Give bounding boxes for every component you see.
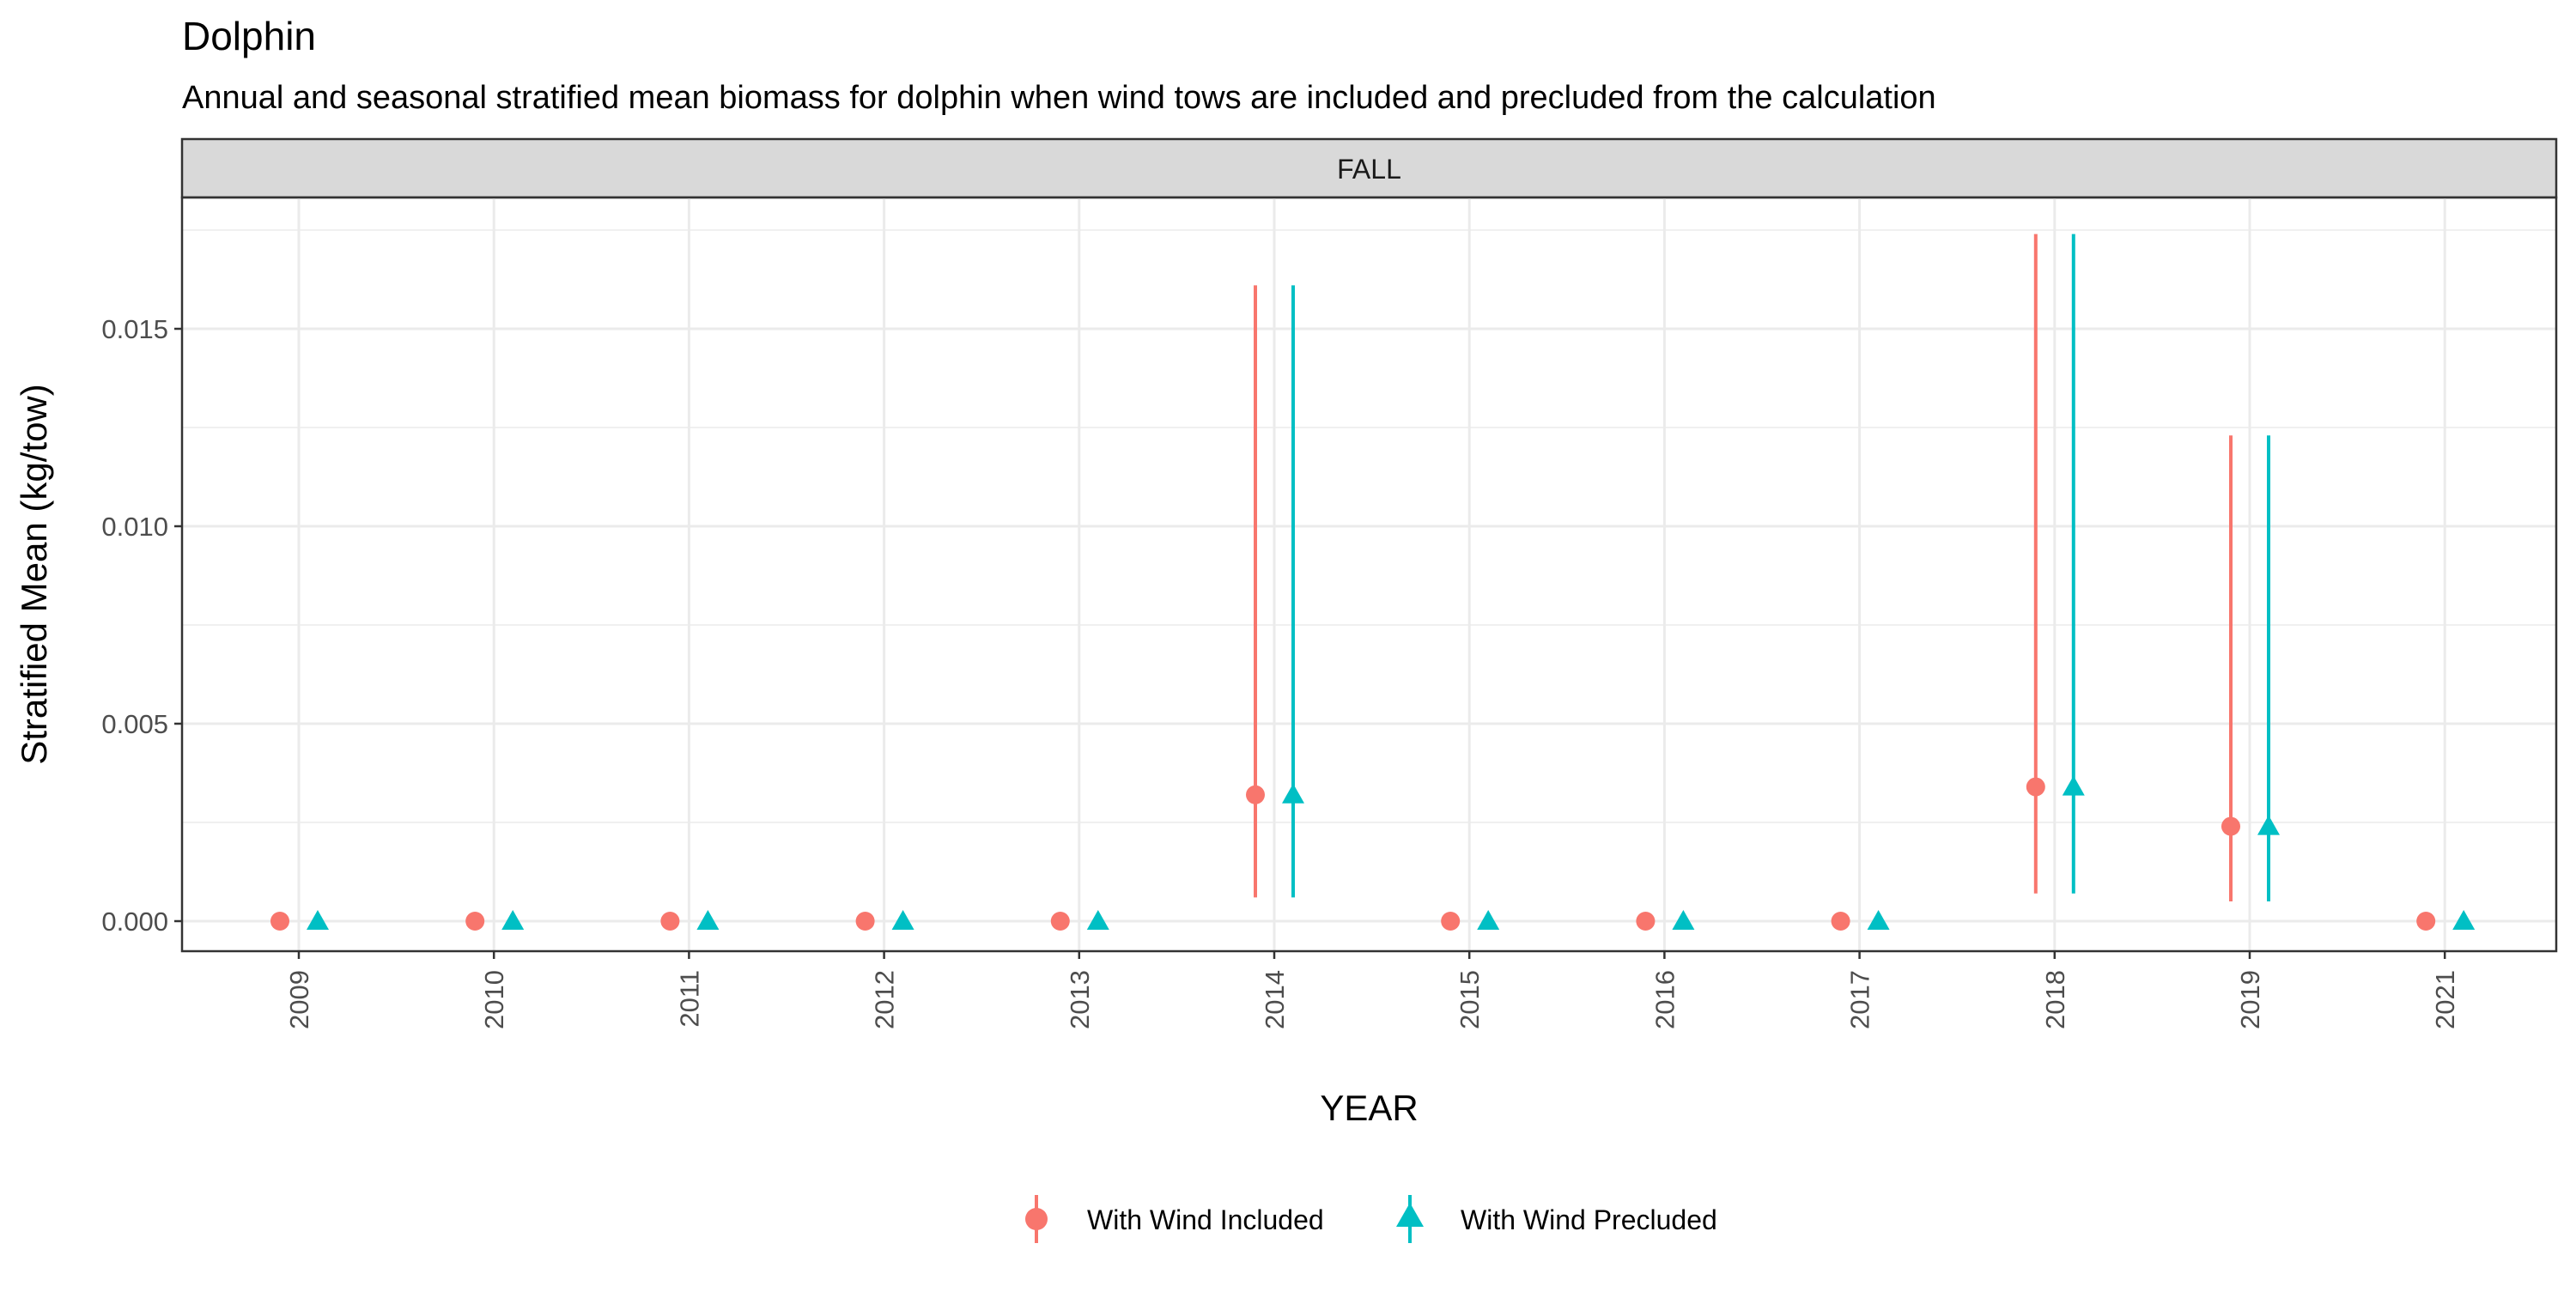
x-tick-label: 2015 <box>1455 970 1485 1029</box>
data-point-triangle <box>2452 910 2476 930</box>
legend-label-with-wind-included: With Wind Included <box>1087 1204 1324 1235</box>
data-point-circle <box>270 912 289 931</box>
data-point-circle <box>660 912 680 931</box>
data-layer <box>270 234 2476 931</box>
y-tick-label: 0.005 <box>101 709 168 739</box>
data-point-triangle <box>1477 910 1500 930</box>
y-tick-label: 0.010 <box>101 512 168 542</box>
legend: With Wind Included With Wind Precluded <box>1025 1195 1717 1243</box>
panel-border <box>180 196 2558 953</box>
data-point-circle <box>1441 912 1461 931</box>
x-tick-label: 2012 <box>870 970 900 1029</box>
data-point-circle <box>2416 912 2436 931</box>
x-tick-label: 2016 <box>1649 970 1680 1029</box>
grid-layer <box>182 197 2556 951</box>
data-point-circle <box>2221 816 2240 836</box>
x-tick-label: 2021 <box>2430 970 2460 1029</box>
x-tick-label: 2011 <box>674 970 704 1028</box>
data-point-triangle <box>1282 783 1304 804</box>
legend-key-with-wind-included <box>1025 1195 1048 1243</box>
data-point-circle <box>465 912 485 931</box>
data-point-circle <box>1831 912 1850 931</box>
x-tick-label: 2013 <box>1065 970 1095 1029</box>
legend-key-triangle-icon <box>1396 1203 1424 1227</box>
data-point-triangle <box>2257 815 2280 835</box>
x-tick-label: 2018 <box>2040 970 2070 1029</box>
data-point-triangle <box>696 910 720 930</box>
data-point-triangle <box>501 910 525 930</box>
chart-title: Dolphin <box>182 14 316 58</box>
x-tick-label: 2019 <box>2235 970 2265 1029</box>
data-point-triangle <box>1672 910 1695 930</box>
y-tick-label: 0.015 <box>101 314 168 344</box>
chart-subtitle: Annual and seasonal stratified mean biom… <box>182 80 1936 116</box>
x-tick-label: 2017 <box>1845 970 1875 1029</box>
data-point-triangle <box>1867 910 1890 930</box>
data-point-circle <box>1246 785 1265 804</box>
axis-layer: 0.000 0.005 0.010 0.015 2009 2010 2011 2012 2013… <box>101 314 2460 1029</box>
legend-label-with-wind-precluded: With Wind Precluded <box>1461 1204 1717 1235</box>
x-tick-label: 2009 <box>284 970 314 1029</box>
data-point-triangle <box>891 910 914 930</box>
facet-strip <box>180 137 2558 199</box>
x-tick-label: 2010 <box>479 970 509 1029</box>
data-point-circle <box>2026 777 2045 797</box>
legend-key-circle-icon <box>1025 1208 1048 1230</box>
data-point-triangle <box>307 910 329 930</box>
x-axis-title: YEAR <box>1320 1088 1418 1128</box>
legend-key-with-wind-precluded <box>1396 1195 1424 1243</box>
data-point-circle <box>1636 912 1656 931</box>
facet-label: FALL <box>1337 154 1401 185</box>
data-point-triangle <box>1086 910 1109 930</box>
x-tick-label: 2014 <box>1260 970 1290 1029</box>
y-tick-label: 0.000 <box>101 907 168 937</box>
data-point-circle <box>1050 912 1070 931</box>
data-point-triangle <box>2062 775 2085 796</box>
y-axis-title: Stratified Mean (kg/tow) <box>14 384 54 765</box>
data-point-circle <box>855 912 875 931</box>
